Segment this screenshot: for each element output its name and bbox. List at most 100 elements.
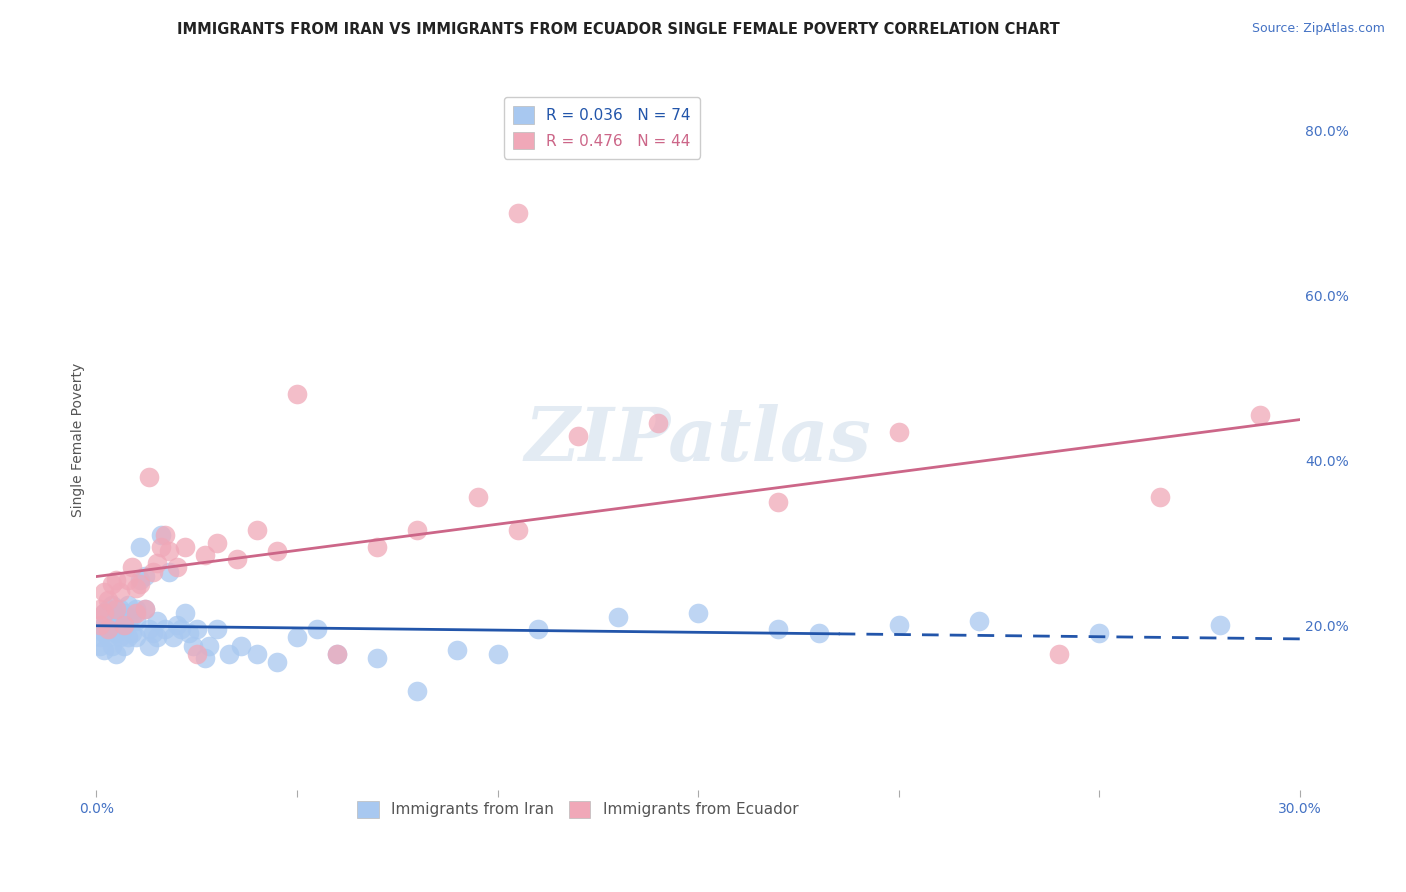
Point xyxy=(285,631,308,645)
Point xyxy=(93,618,115,632)
Point xyxy=(266,655,288,669)
Point xyxy=(486,647,509,661)
Point xyxy=(149,527,172,541)
Point xyxy=(173,540,195,554)
Point xyxy=(166,618,188,632)
Point xyxy=(145,557,167,571)
Point xyxy=(887,425,910,439)
Point xyxy=(138,639,160,653)
Point xyxy=(326,647,349,661)
Point xyxy=(114,622,136,636)
Point xyxy=(101,577,124,591)
Point xyxy=(105,618,128,632)
Point xyxy=(97,614,120,628)
Point xyxy=(93,606,115,620)
Point xyxy=(157,565,180,579)
Point xyxy=(129,573,152,587)
Point xyxy=(97,622,120,636)
Point xyxy=(105,626,128,640)
Point xyxy=(125,581,148,595)
Point xyxy=(105,610,128,624)
Text: IMMIGRANTS FROM IRAN VS IMMIGRANTS FROM ECUADOR SINGLE FEMALE POVERTY CORRELATIO: IMMIGRANTS FROM IRAN VS IMMIGRANTS FROM … xyxy=(177,22,1060,37)
Point xyxy=(121,560,143,574)
Point xyxy=(225,552,247,566)
Point xyxy=(406,684,429,698)
Point xyxy=(153,527,176,541)
Point xyxy=(93,643,115,657)
Point xyxy=(157,544,180,558)
Point xyxy=(138,622,160,636)
Point xyxy=(89,631,111,645)
Point xyxy=(768,494,790,508)
Point xyxy=(467,491,489,505)
Point xyxy=(117,598,139,612)
Point xyxy=(205,622,228,636)
Point xyxy=(134,601,156,615)
Point xyxy=(89,601,111,615)
Point xyxy=(194,548,217,562)
Point xyxy=(121,626,143,640)
Point xyxy=(145,614,167,628)
Point xyxy=(117,631,139,645)
Point xyxy=(607,610,630,624)
Point xyxy=(110,585,132,599)
Point xyxy=(125,601,148,615)
Point xyxy=(173,606,195,620)
Point xyxy=(129,577,152,591)
Point xyxy=(246,647,269,661)
Point xyxy=(125,614,148,628)
Text: ZIPatlas: ZIPatlas xyxy=(524,403,872,476)
Point xyxy=(326,647,349,661)
Point xyxy=(366,651,388,665)
Point xyxy=(110,601,132,615)
Point xyxy=(1209,618,1232,632)
Point xyxy=(186,622,208,636)
Point xyxy=(967,614,990,628)
Point xyxy=(205,535,228,549)
Point xyxy=(97,631,120,645)
Point xyxy=(114,639,136,653)
Point xyxy=(169,622,191,636)
Point xyxy=(181,639,204,653)
Point xyxy=(101,639,124,653)
Point xyxy=(266,544,288,558)
Point xyxy=(141,626,163,640)
Point xyxy=(97,601,120,615)
Point xyxy=(93,626,115,640)
Point xyxy=(887,618,910,632)
Point xyxy=(186,647,208,661)
Point xyxy=(145,631,167,645)
Point xyxy=(129,540,152,554)
Point xyxy=(141,565,163,579)
Point xyxy=(121,610,143,624)
Point xyxy=(134,601,156,615)
Point xyxy=(105,573,128,587)
Point xyxy=(688,606,710,620)
Point xyxy=(567,428,589,442)
Point xyxy=(105,601,128,615)
Point xyxy=(89,639,111,653)
Point xyxy=(114,606,136,620)
Point xyxy=(1047,647,1070,661)
Point xyxy=(218,647,240,661)
Point xyxy=(97,622,120,636)
Point xyxy=(229,639,252,653)
Point xyxy=(526,622,548,636)
Point xyxy=(366,540,388,554)
Point xyxy=(125,631,148,645)
Y-axis label: Single Female Poverty: Single Female Poverty xyxy=(72,363,86,516)
Point xyxy=(1249,408,1271,422)
Point xyxy=(138,470,160,484)
Point xyxy=(97,593,120,607)
Point xyxy=(768,622,790,636)
Point xyxy=(114,618,136,632)
Point xyxy=(305,622,328,636)
Point xyxy=(246,524,269,538)
Point xyxy=(125,606,148,620)
Point xyxy=(406,524,429,538)
Point xyxy=(93,585,115,599)
Point xyxy=(101,606,124,620)
Point xyxy=(93,606,115,620)
Point xyxy=(162,631,184,645)
Point xyxy=(105,647,128,661)
